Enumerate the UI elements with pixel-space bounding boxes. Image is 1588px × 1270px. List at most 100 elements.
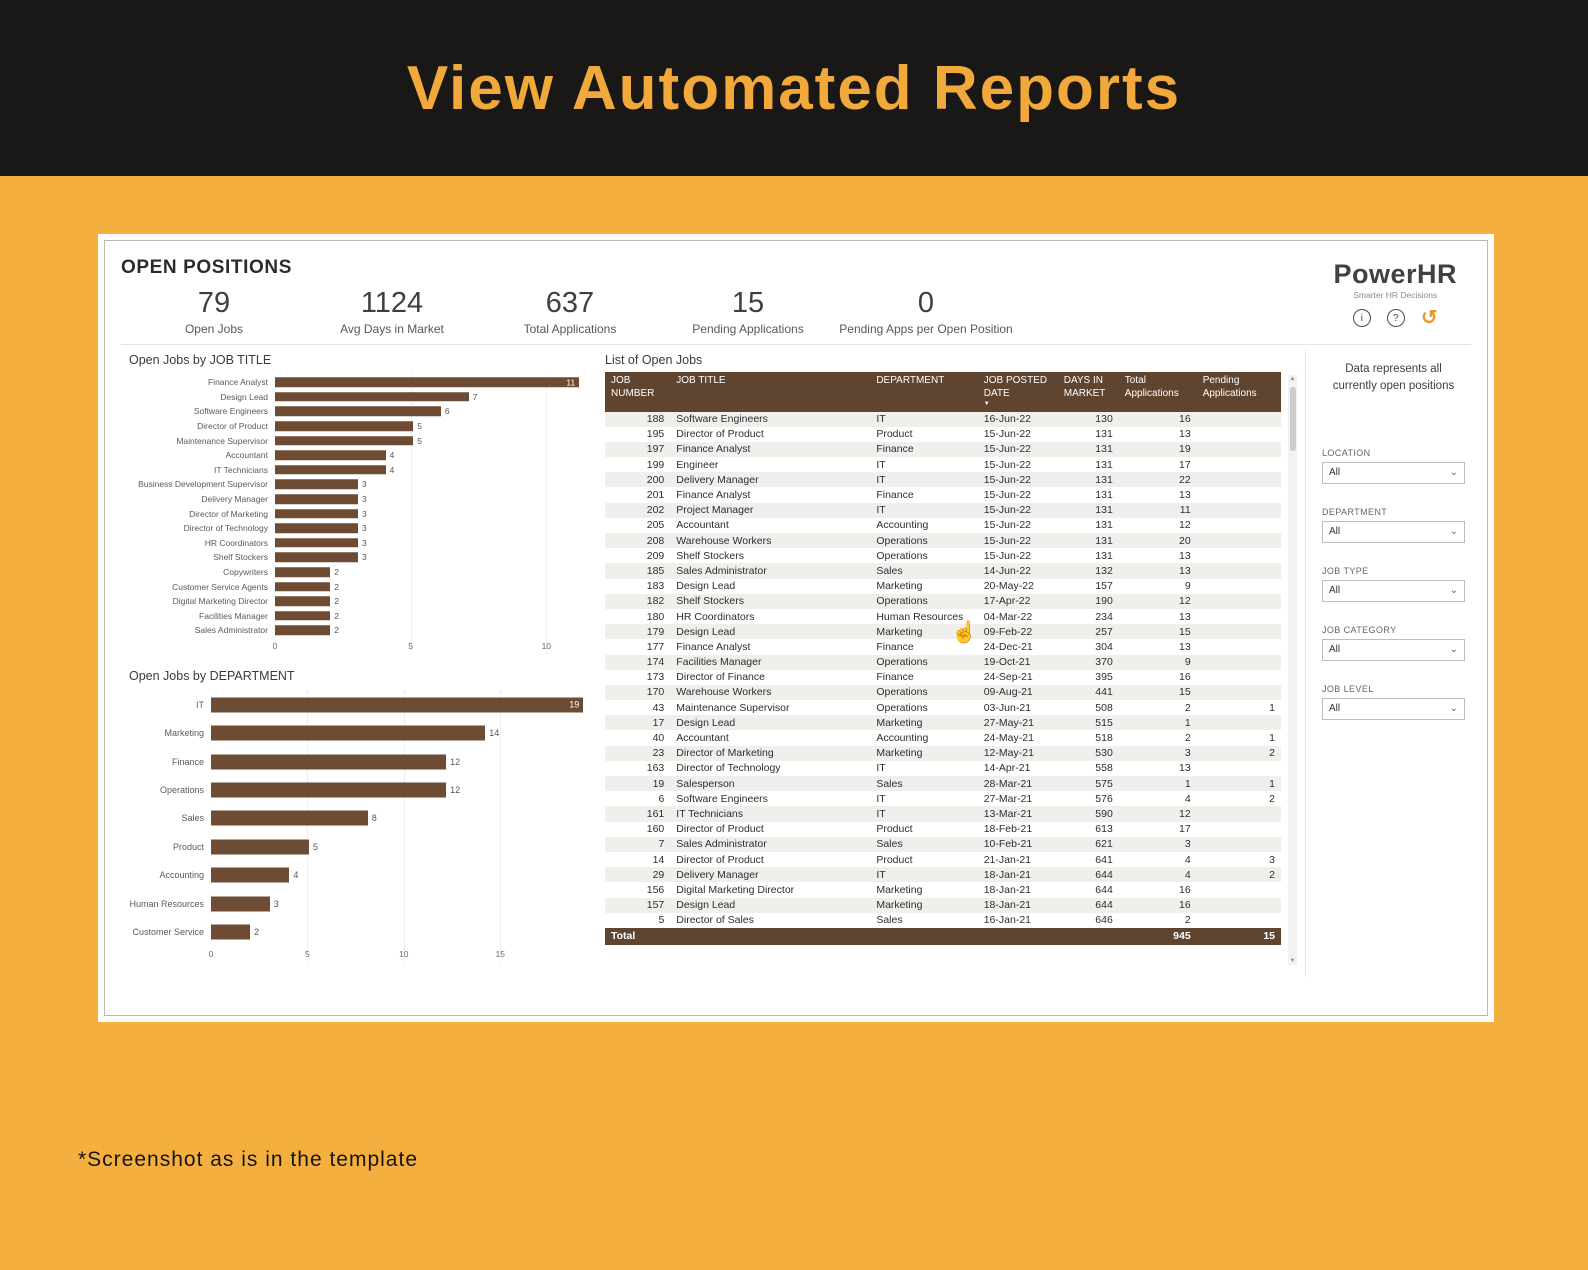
table-row[interactable]: 180 HR Coordinators Human Resources 04-Mar-…: [605, 609, 1281, 624]
bar-accounting[interactable]: [211, 867, 290, 883]
table-row[interactable]: 182 Shelf Stockers Operations 17-Apr-22 190 1…: [605, 593, 1281, 609]
table-row[interactable]: 195 Director of Product Product 15-Jun-22 13…: [605, 427, 1281, 442]
table-row[interactable]: 183 Design Lead Marketing 20-May-22 157 9: [605, 579, 1281, 594]
bar-sales-administrator[interactable]: [275, 625, 331, 636]
bar-digital-marketing-director[interactable]: [275, 596, 331, 606]
table-row[interactable]: 160 Director of Product Product 18-Feb-21 61…: [605, 822, 1281, 837]
cell-days-in-market: 621: [1095, 838, 1113, 851]
cell-job-title: Director of Product: [676, 823, 764, 836]
table-row[interactable]: 40 Accountant Accounting 24-May-21 518 2 1: [605, 730, 1281, 745]
bar-sales[interactable]: [211, 810, 368, 826]
column-header-job-title[interactable]: JOB TITLE: [670, 372, 871, 412]
bar-accountant[interactable]: [275, 450, 386, 461]
page-title: View Automated Reports: [406, 53, 1182, 123]
bar-human-resources[interactable]: [211, 896, 270, 912]
bar-it[interactable]: 19: [211, 697, 584, 713]
column-header-job-posted-date[interactable]: JOB POSTED DATE ▼: [977, 372, 1058, 412]
info-icon[interactable]: i: [1352, 309, 1371, 327]
cell-job-number: 208: [646, 534, 665, 547]
table-row[interactable]: 6 Software Engineers IT 27-Mar-21 576 4 2: [605, 791, 1281, 806]
bar-row: Director of Product 5: [127, 419, 593, 434]
bar-director-of-marketing[interactable]: [275, 508, 358, 519]
scroll-down-icon[interactable]: ▼: [1289, 958, 1296, 964]
cell-pending-applications: [1197, 579, 1281, 594]
table-row[interactable]: 208 Warehouse Workers Operations 15-Jun-22 1…: [605, 533, 1281, 549]
column-header-job-number[interactable]: JOB NUMBER: [605, 372, 671, 412]
table-row[interactable]: 201 Finance Analyst Finance 15-Jun-22 131 13: [605, 487, 1281, 502]
table-row[interactable]: 197 Finance Analyst Finance 15-Jun-22 131 19: [605, 441, 1281, 458]
table-row[interactable]: 19 Salesperson Sales 28-Mar-21 575 1 1: [605, 776, 1281, 792]
table-row[interactable]: 209 Shelf Stockers Operations 15-Jun-22 131 1…: [605, 548, 1281, 563]
scrollbar-thumb[interactable]: [1289, 387, 1296, 451]
table-row[interactable]: 173 Director of Finance Finance 24-Sep-21 39…: [605, 670, 1281, 685]
bar-software-engineers[interactable]: [275, 406, 441, 417]
table-row[interactable]: 156 Digital Marketing Director Marketing 18…: [605, 882, 1281, 897]
cell-days-in-market: 644: [1095, 899, 1113, 912]
cell-job-title: Design Lead: [676, 625, 736, 638]
bar-product[interactable]: [211, 839, 309, 855]
column-header-pending-applications[interactable]: Pending Applications: [1196, 372, 1281, 412]
scroll-up-icon[interactable]: ▲: [1289, 376, 1296, 382]
bar-finance[interactable]: [211, 754, 447, 770]
help-icon[interactable]: ?: [1386, 309, 1405, 327]
cell-job-title: Director of Marketing: [676, 747, 774, 760]
bar-design-lead[interactable]: [275, 392, 469, 402]
bar-finance-analyst[interactable]: 11: [275, 377, 580, 387]
cell-department: Sales: [876, 777, 903, 790]
cell-job-number: 201: [646, 489, 665, 502]
bar-hr-coordinators[interactable]: [275, 538, 358, 548]
filter-dropdown-job-category[interactable]: All ⌄: [1322, 638, 1465, 661]
table-row[interactable]: 177 Finance Analyst Finance 24-Dec-21 304 13: [605, 639, 1281, 654]
table-row[interactable]: 14 Director of Product Product 21-Jan-21 641…: [605, 852, 1281, 867]
table-row[interactable]: 157 Design Lead Marketing 18-Jan-21 644 16: [605, 897, 1281, 913]
bar-director-of-product[interactable]: [275, 421, 414, 431]
bar-facilities-manager[interactable]: [275, 611, 331, 621]
filter-dropdown-location[interactable]: All ⌄: [1322, 461, 1465, 484]
chevron-down-icon: ⌄: [1449, 466, 1458, 478]
bar-business-development-supervisor[interactable]: [275, 479, 358, 490]
bar-director-of-technology[interactable]: [275, 523, 358, 533]
bar-category-label: Product: [172, 841, 204, 852]
table-row[interactable]: 161 IT Technicians IT 13-Mar-21 590 12: [605, 806, 1281, 822]
bar-category-label: Marketing: [164, 728, 204, 739]
table-row[interactable]: 185 Sales Administrator Sales 14-Jun-22 132 1…: [605, 563, 1281, 579]
table-row[interactable]: 188 Software Engineers IT 16-Jun-22 130 16: [605, 411, 1281, 427]
table-row[interactable]: 17 Design Lead Marketing 27-May-21 515 1: [605, 715, 1281, 731]
table-row[interactable]: 199 Engineer IT 15-Jun-22 131 17: [605, 457, 1281, 472]
table-scrollbar[interactable]: ▲ ▼: [1288, 375, 1297, 965]
bar-track: 3: [211, 889, 593, 917]
table-row[interactable]: 29 Delivery Manager IT 18-Jan-21 644 4 2: [605, 867, 1281, 883]
filter-dropdown-job-type[interactable]: All ⌄: [1322, 579, 1465, 602]
bar-marketing[interactable]: [211, 725, 486, 741]
bar-maintenance-supervisor[interactable]: [275, 435, 414, 446]
cell-job-posted-date: 18-Feb-21: [983, 823, 1033, 836]
filter-dropdown-job-level[interactable]: All ⌄: [1322, 697, 1465, 720]
table-row[interactable]: 202 Project Manager IT 15-Jun-22 131 11: [605, 502, 1281, 518]
table-row[interactable]: 7 Sales Administrator Sales 10-Feb-21 621 3: [605, 836, 1281, 852]
table-row[interactable]: 170 Warehouse Workers Operations 09-Aug-21 4…: [605, 684, 1281, 701]
cell-department: Operations: [876, 656, 928, 669]
table-row[interactable]: 163 Director of Technology IT 14-Apr-21 558 1…: [605, 761, 1281, 776]
column-header-department[interactable]: DEPARTMENT: [870, 372, 978, 412]
bar-customer-service-agents[interactable]: [275, 581, 331, 592]
bar-shelf-stockers[interactable]: [275, 552, 358, 563]
bar-delivery-manager[interactable]: [275, 494, 358, 504]
table-row[interactable]: 179 Design Lead Marketing 09-Feb-22 257 15: [605, 624, 1281, 640]
table-row[interactable]: 5 Director of Sales Sales 16-Jan-21 646 2: [605, 913, 1281, 928]
filter-dropdown-department[interactable]: All ⌄: [1322, 520, 1465, 543]
column-header-days-in-market[interactable]: DAYS IN MARKET: [1057, 372, 1119, 412]
bar-track: 5: [275, 433, 593, 448]
table-row[interactable]: 200 Delivery Manager IT 15-Jun-22 131 22: [605, 472, 1281, 488]
bar-operations[interactable]: [211, 782, 447, 798]
bar-it-technicians[interactable]: [275, 465, 386, 475]
reset-filters-icon[interactable]: ↺: [1420, 307, 1438, 329]
cell-job-number: 185: [646, 564, 665, 577]
table-row[interactable]: 174 Facilities Manager Operations 19-Oct-21…: [605, 654, 1281, 670]
gridline: [307, 690, 309, 962]
column-header-total-applications[interactable]: Total Applications: [1118, 372, 1197, 412]
table-row[interactable]: 23 Director of Marketing Marketing 12-May-2…: [605, 745, 1281, 761]
table-row[interactable]: 43 Maintenance Supervisor Operations 03-Jun…: [605, 700, 1281, 715]
bar-customer-service[interactable]: [211, 924, 251, 940]
bar-copywriters[interactable]: [275, 567, 331, 577]
table-row[interactable]: 205 Accountant Accounting 15-Jun-22 131 12: [605, 518, 1281, 533]
